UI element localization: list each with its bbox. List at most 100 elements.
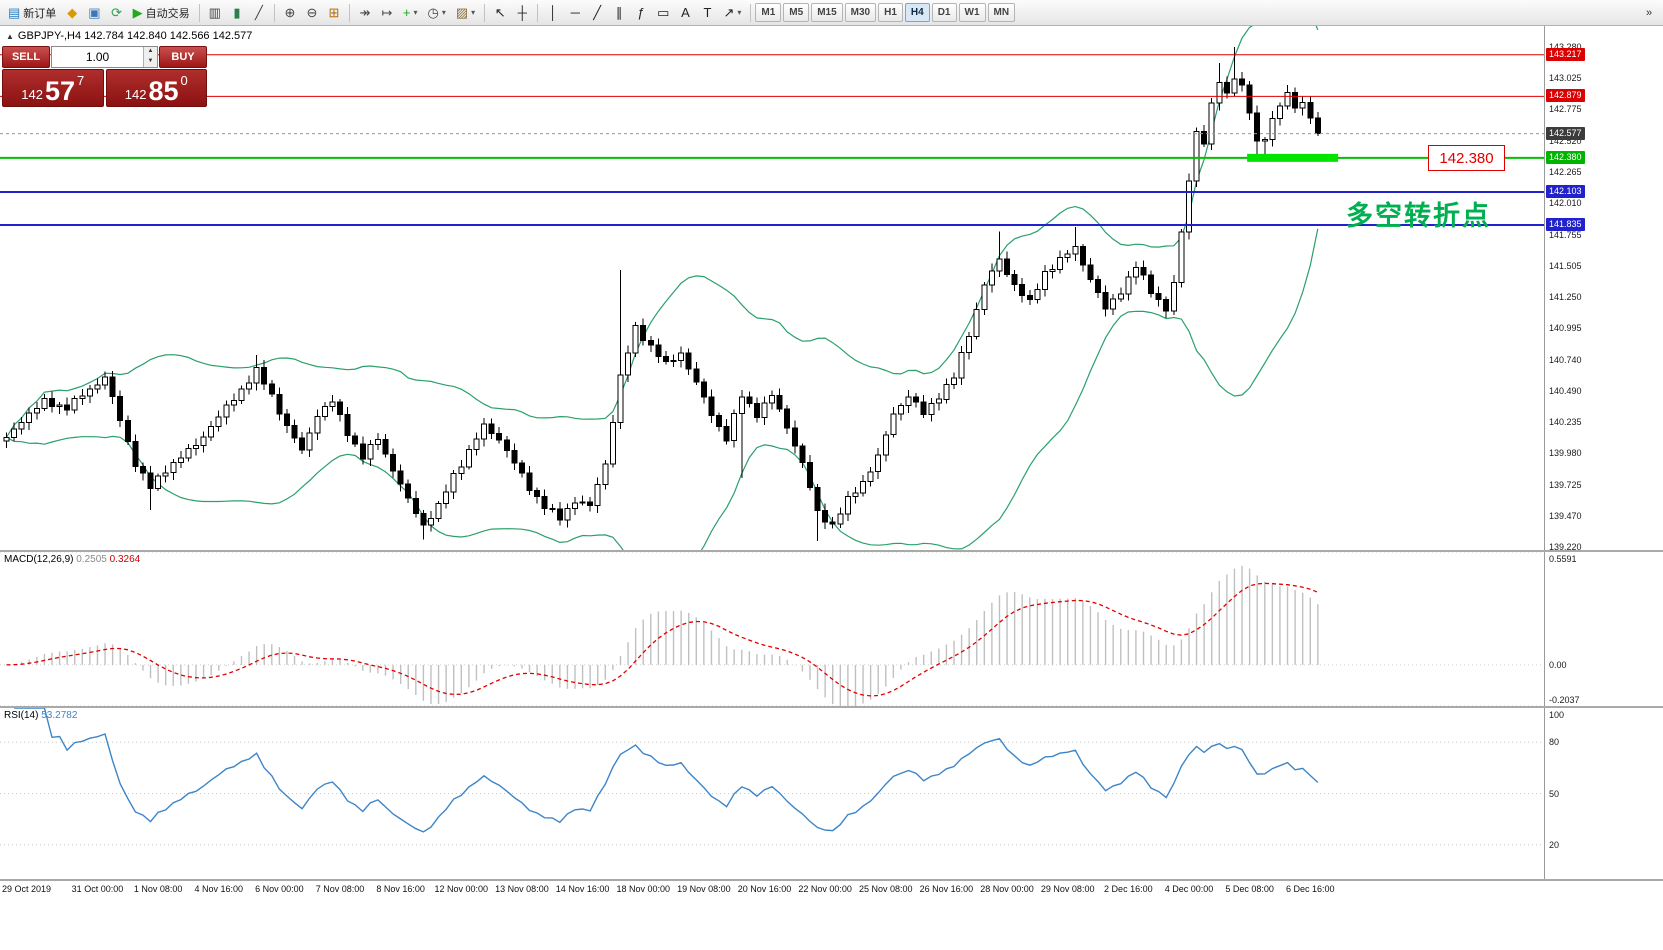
- rsi-axis[interactable]: 100 80 50 20: [1545, 708, 1663, 879]
- price-grid-label: 139.220: [1549, 542, 1582, 553]
- price-level-label[interactable]: 142.380: [1428, 145, 1505, 171]
- macd-chart[interactable]: [0, 552, 1544, 706]
- timeframe-m30-button[interactable]: M30: [844, 3, 877, 22]
- terminal-icon-glyph: ▣: [88, 5, 101, 20]
- trendline-button[interactable]: ╱: [586, 2, 608, 23]
- macd-panel[interactable]: MACD(12,26,9) 0.2505 0.3264 0.5591 0.00 -0…: [0, 552, 1663, 706]
- date-label: 28 Nov 00:00: [980, 884, 1034, 894]
- shapes-button[interactable]: ▭: [652, 2, 674, 23]
- macd-axis[interactable]: 0.5591 0.00 -0.2037: [1545, 552, 1663, 706]
- rsi-chart[interactable]: [0, 708, 1544, 879]
- toolbar: ▤ 新订单 ◆ ▣ ⟳ ▶ 自动交易 ▥ ▮ ╱ ⊕ ⊖ ⊞ ↠ ↦ + ▾ ◷ ▾ ▨ ▾ ↖ ┼ │ ─ ╱ ∥ ƒ ▭ A T ↗ ▾ M1…: [0, 0, 1663, 26]
- buy-button[interactable]: BUY: [159, 46, 207, 68]
- cursor-button[interactable]: ↖: [489, 2, 511, 23]
- vertical-line-button[interactable]: │: [542, 2, 564, 23]
- toolbar-separator: [273, 3, 275, 22]
- date-label: 8 Nov 16:00: [376, 884, 425, 894]
- chevron-down-icon: ▾: [413, 8, 418, 17]
- date-label: 4 Dec 00:00: [1164, 884, 1214, 894]
- macd-grid-label: 0.5591: [1549, 554, 1577, 564]
- main-chart-panel[interactable]: ▲ GBPJPY-,H4 142.784 142.840 142.566 142.…: [0, 26, 1663, 553]
- bar-chart-icon-glyph: ▥: [208, 5, 221, 20]
- channel-button-glyph: ∥: [615, 5, 623, 20]
- price-grid-label: 140.995: [1549, 323, 1582, 334]
- candlestick-chart-icon[interactable]: ▮: [226, 2, 248, 23]
- collapse-icon[interactable]: ▲: [6, 32, 14, 41]
- timeframe-mn-button[interactable]: MN: [987, 3, 1016, 22]
- date-label: 7 Nov 08:00: [315, 884, 365, 894]
- chevron-down-icon: ▾: [737, 8, 742, 17]
- panel-separator[interactable]: [0, 879, 1663, 881]
- depth-of-market-icon[interactable]: ◆: [61, 2, 83, 23]
- buy-price-point: 0: [180, 73, 188, 88]
- timeframe-h1-button[interactable]: H1: [878, 3, 903, 22]
- volume-value[interactable]: 1.00: [85, 50, 110, 64]
- tile-windows-icon[interactable]: ⊞: [323, 2, 345, 23]
- toolbar-overflow-button[interactable]: »: [1645, 6, 1653, 19]
- price-grid-label: 140.490: [1549, 385, 1582, 396]
- periods-button-glyph: ◷: [427, 5, 439, 20]
- templates-button[interactable]: ▨ ▾: [451, 2, 480, 23]
- label-button[interactable]: T: [696, 2, 718, 23]
- rsi-grid-label: 80: [1549, 737, 1560, 748]
- add-indicator-button-glyph: +: [402, 5, 411, 20]
- strategy-tester-icon[interactable]: ⟳: [106, 2, 128, 23]
- text-button[interactable]: A: [674, 2, 696, 23]
- add-indicator-button[interactable]: + ▾: [398, 2, 423, 23]
- text-button-glyph: A: [681, 5, 690, 20]
- horizontal-line-button-glyph: ─: [570, 5, 580, 20]
- horizontal-line-button[interactable]: ─: [564, 2, 586, 23]
- timeframe-m15-button[interactable]: M15: [811, 3, 843, 22]
- channel-button[interactable]: ∥: [608, 2, 630, 23]
- terminal-icon[interactable]: ▣: [83, 2, 105, 23]
- buy-price-pips: 85: [148, 76, 179, 106]
- time-axis[interactable]: 29 Oct 2019 31 Oct 00:00 1 Nov 08:00 4 Nov …: [0, 881, 1663, 901]
- price-grid-label: 142.775: [1549, 104, 1582, 115]
- timeframe-h4-button[interactable]: H4: [904, 3, 930, 22]
- candlestick-chart[interactable]: [0, 26, 1544, 550]
- buy-price-big-figure: 142: [124, 87, 147, 102]
- date-label: 12 Nov 00:00: [434, 884, 489, 894]
- timeframe-w1-button[interactable]: W1: [958, 3, 986, 22]
- panel-separator[interactable]: [0, 550, 1663, 552]
- panel-separator[interactable]: [0, 706, 1663, 708]
- zoom-in-icon[interactable]: ⊕: [279, 2, 301, 23]
- fibonacci-button-glyph: ƒ: [637, 5, 645, 20]
- buy-price[interactable]: 142 85 0: [105, 69, 207, 107]
- date-label: 5 Dec 08:00: [1225, 884, 1274, 894]
- arrows-button[interactable]: ↗ ▾: [718, 2, 746, 23]
- auto-scroll-icon-glyph: ↠: [359, 5, 371, 20]
- crosshair-button[interactable]: ┼: [511, 2, 533, 23]
- volume-up-icon[interactable]: ▲: [147, 48, 154, 54]
- bar-chart-icon[interactable]: ▥: [204, 2, 226, 23]
- new-order-button-label: 新订单: [23, 7, 57, 20]
- price-tag: 142.577: [1546, 126, 1585, 140]
- timeframe-m5-button[interactable]: M5: [783, 3, 810, 22]
- autotrading-button[interactable]: ▶ 自动交易: [128, 2, 195, 23]
- timeframe-d1-button[interactable]: D1: [931, 3, 957, 22]
- line-chart-icon-glyph: ╱: [254, 5, 263, 20]
- line-chart-icon[interactable]: ╱: [248, 2, 270, 23]
- price-tag: 142.879: [1546, 89, 1585, 103]
- volume-down-icon[interactable]: ▼: [147, 58, 154, 64]
- date-label: 13 Nov 08:00: [495, 884, 549, 894]
- price-tag: 142.103: [1546, 184, 1585, 198]
- chart-shift-icon[interactable]: ↦: [376, 2, 398, 23]
- sell-button[interactable]: SELL: [2, 46, 50, 68]
- sell-price[interactable]: 142 57 7: [2, 69, 104, 107]
- zoom-out-icon[interactable]: ⊖: [301, 2, 323, 23]
- volume-field[interactable]: 1.00 ▲ ▼: [51, 46, 158, 68]
- auto-scroll-icon[interactable]: ↠: [354, 2, 376, 23]
- turning-point-note[interactable]: 多空转折点: [1346, 201, 1491, 231]
- price-axis[interactable]: 143.280 143.025 142.775 142.520 142.265 142.0…: [1545, 26, 1663, 553]
- timeframe-m1-button[interactable]: M1: [755, 3, 782, 22]
- date-label: 2 Dec 16:00: [1104, 884, 1153, 894]
- sell-price-pips: 57: [44, 76, 75, 106]
- toolbar-separator: [484, 3, 486, 22]
- periods-button[interactable]: ◷ ▾: [423, 2, 451, 23]
- new-order-button[interactable]: ▤ 新订单: [3, 2, 61, 23]
- rsi-panel[interactable]: RSI(14) 53.2782 100 80 50 20: [0, 708, 1663, 879]
- fibonacci-button[interactable]: ƒ: [630, 2, 652, 23]
- price-grid-label: 143.280: [1549, 41, 1582, 52]
- volume-spinner[interactable]: ▲ ▼: [143, 47, 157, 67]
